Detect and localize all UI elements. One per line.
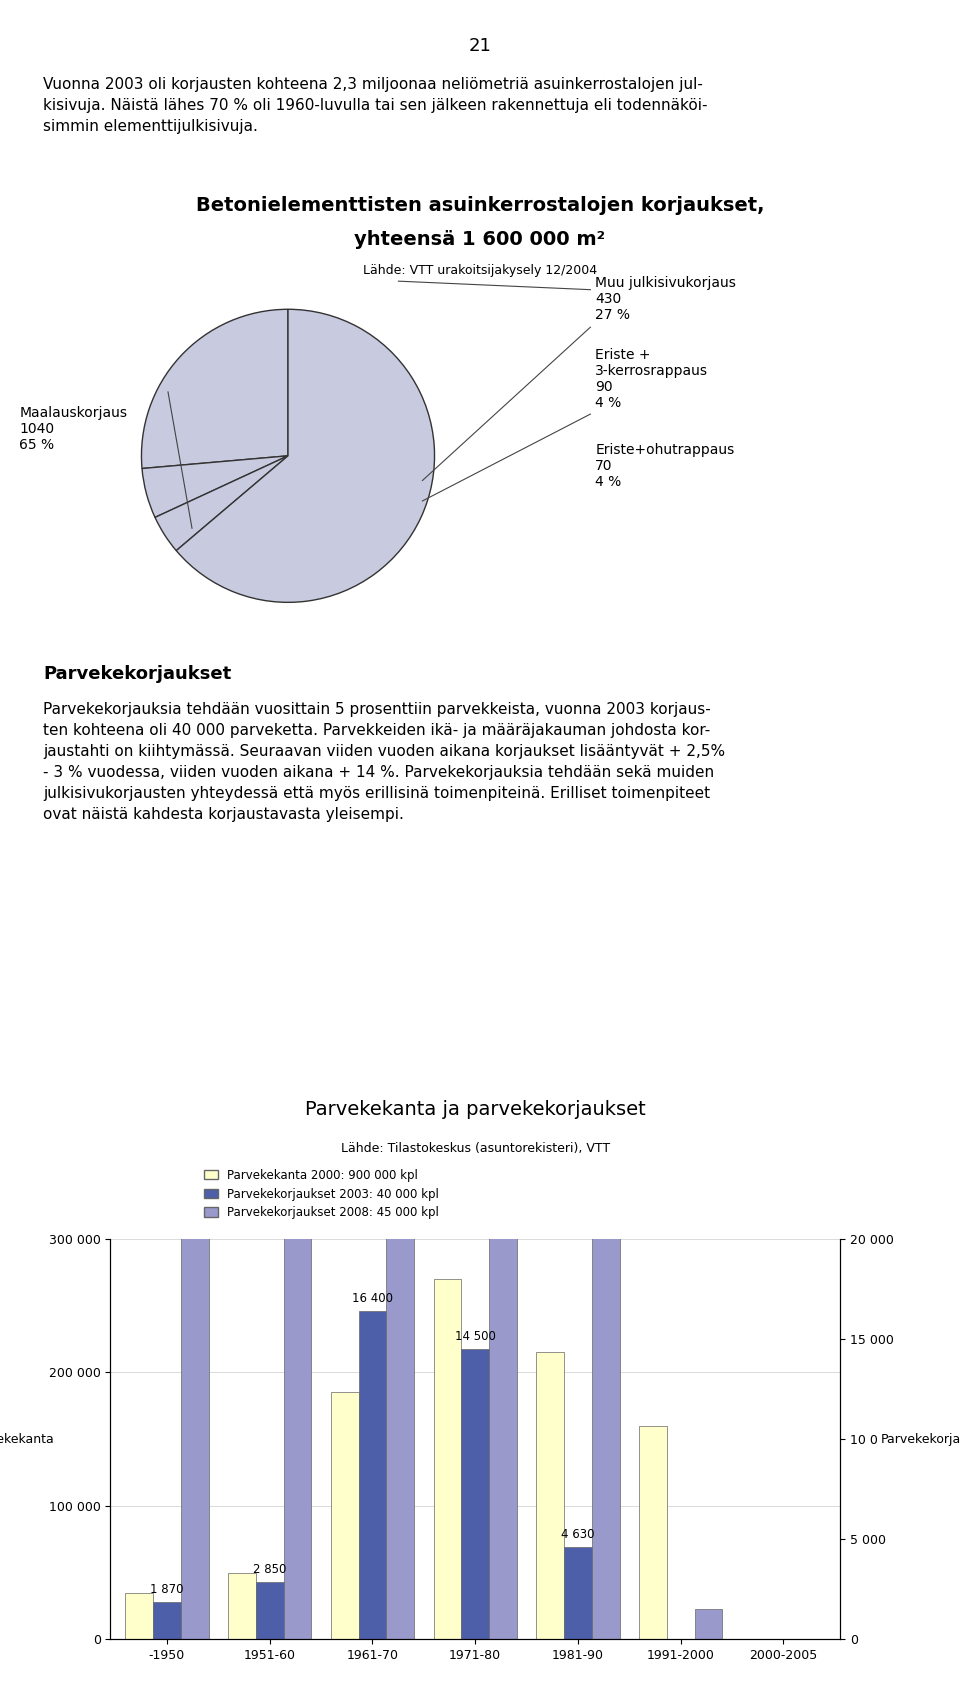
Bar xyxy=(386,0,414,1639)
Text: 4 630: 4 630 xyxy=(562,1527,594,1540)
Bar xyxy=(255,1583,283,1639)
Bar xyxy=(331,1392,359,1639)
Bar xyxy=(126,1593,153,1639)
Text: Eriste +
3-kerrosrappaus
90
4 %: Eriste + 3-kerrosrappaus 90 4 % xyxy=(595,348,708,411)
Bar xyxy=(228,1573,255,1639)
Legend: Parvekekanta 2000: 900 000 kpl, Parvekekorjaukset 2003: 40 000 kpl, Parvekekorja: Parvekekanta 2000: 900 000 kpl, Parvekek… xyxy=(204,1169,440,1220)
Bar xyxy=(462,1350,489,1639)
Text: Muu julkisivukorjaus
430
27 %: Muu julkisivukorjaus 430 27 % xyxy=(595,276,736,322)
Bar xyxy=(537,1353,564,1639)
Wedge shape xyxy=(155,457,288,550)
Text: 1 870: 1 870 xyxy=(150,1583,183,1597)
Bar xyxy=(489,0,516,1639)
Wedge shape xyxy=(141,310,288,469)
Text: Parvekekanta: Parvekekanta xyxy=(0,1433,55,1445)
Bar xyxy=(564,1547,591,1639)
Text: Vuonna 2003 oli korjausten kohteena 2,3 miljoonaa neliömetriä asuinkerrostalojen: Vuonna 2003 oli korjausten kohteena 2,3 … xyxy=(43,77,708,133)
Text: 21: 21 xyxy=(468,37,492,56)
Text: 14 500: 14 500 xyxy=(455,1329,495,1343)
Text: 16 400: 16 400 xyxy=(352,1292,393,1305)
Text: Betonielementtisten asuinkerrostalojen korjaukset,: Betonielementtisten asuinkerrostalojen k… xyxy=(196,196,764,215)
Text: Parvekekorjaukset: Parvekekorjaukset xyxy=(43,665,231,683)
Wedge shape xyxy=(177,310,435,602)
Text: Lähde: VTT urakoitsijakysely 12/2004: Lähde: VTT urakoitsijakysely 12/2004 xyxy=(363,264,597,278)
Bar xyxy=(180,939,208,1639)
Bar xyxy=(434,1278,462,1639)
Text: Parvekekorjaukset: Parvekekorjaukset xyxy=(881,1433,960,1445)
Bar xyxy=(591,0,619,1639)
Bar xyxy=(695,1609,722,1639)
Text: Eriste+ohutrappaus
70
4 %: Eriste+ohutrappaus 70 4 % xyxy=(595,443,734,489)
Wedge shape xyxy=(142,457,288,518)
Bar xyxy=(359,1310,386,1639)
Text: Parvekekorjauksia tehdään vuosittain 5 prosenttiin parvekkeista, vuonna 2003 kor: Parvekekorjauksia tehdään vuosittain 5 p… xyxy=(43,702,726,821)
Bar xyxy=(153,1602,180,1639)
Text: Lähde: Tilastokeskus (asuntorekisteri), VTT: Lähde: Tilastokeskus (asuntorekisteri), … xyxy=(341,1142,610,1155)
Text: Parvekekanta ja parvekekorjaukset: Parvekekanta ja parvekekorjaukset xyxy=(305,1099,645,1120)
Bar xyxy=(283,639,311,1639)
Text: Maalauskorjaus
1040
65 %: Maalauskorjaus 1040 65 % xyxy=(19,406,127,452)
Text: 2 850: 2 850 xyxy=(253,1563,286,1576)
Bar xyxy=(639,1426,667,1639)
Text: yhteensä 1 600 000 m²: yhteensä 1 600 000 m² xyxy=(354,230,606,249)
